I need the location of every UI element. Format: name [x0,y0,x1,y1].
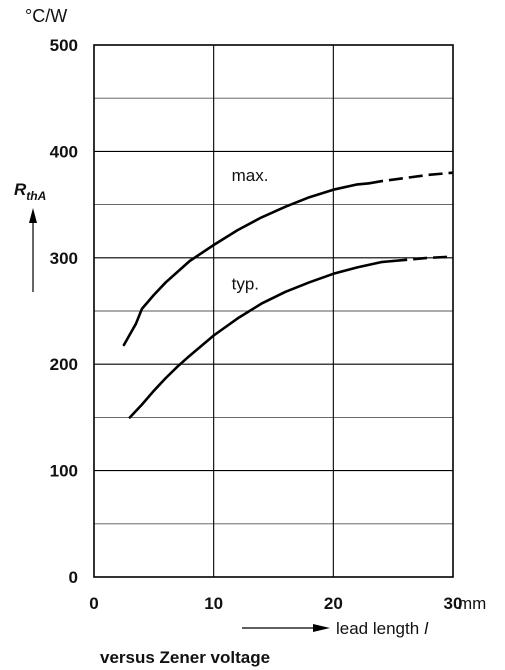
x-axis-label-text: lead length [336,619,419,638]
y-tick-labels: 0 100 200 300 400 500 [50,36,78,587]
caption: versus Zener voltage [100,648,270,667]
series-typ-label: typ. [232,275,259,294]
y-unit-label: °C/W [25,6,67,26]
series-max-line [122,182,371,347]
y-tick-label: 400 [50,142,78,161]
x-tick-label: 20 [324,594,343,613]
series-typ-dashed-line [393,255,454,263]
x-axis-symbol: l [424,619,429,638]
y-tick-label: 500 [50,36,78,55]
x-tick-label: 10 [204,594,223,613]
x-tick-label: 0 [89,594,98,613]
y-axis-arrow-head [29,208,37,223]
y-axis-label: RthA [14,180,46,203]
x-unit-label: mm [458,594,486,613]
x-axis-arrow-head [313,624,330,632]
series-max-dashed-line [368,171,454,185]
y-tick-label: 300 [50,249,78,268]
y-tick-label: 0 [69,568,78,587]
y-axis-subscript: thA [26,189,46,203]
y-axis-symbol: R [14,180,27,199]
y-tick-label: 200 [50,355,78,374]
plot-frame [93,44,454,578]
y-tick-label: 100 [50,462,78,481]
x-tick-labels: 0 10 20 30 [89,594,462,613]
curves: max. typ. [122,166,454,419]
series-max-label: max. [232,166,269,185]
x-axis-label: lead length l [336,619,429,638]
grid [94,45,453,577]
series-typ-line [128,259,395,419]
x-tick-label: 30 [444,594,463,613]
